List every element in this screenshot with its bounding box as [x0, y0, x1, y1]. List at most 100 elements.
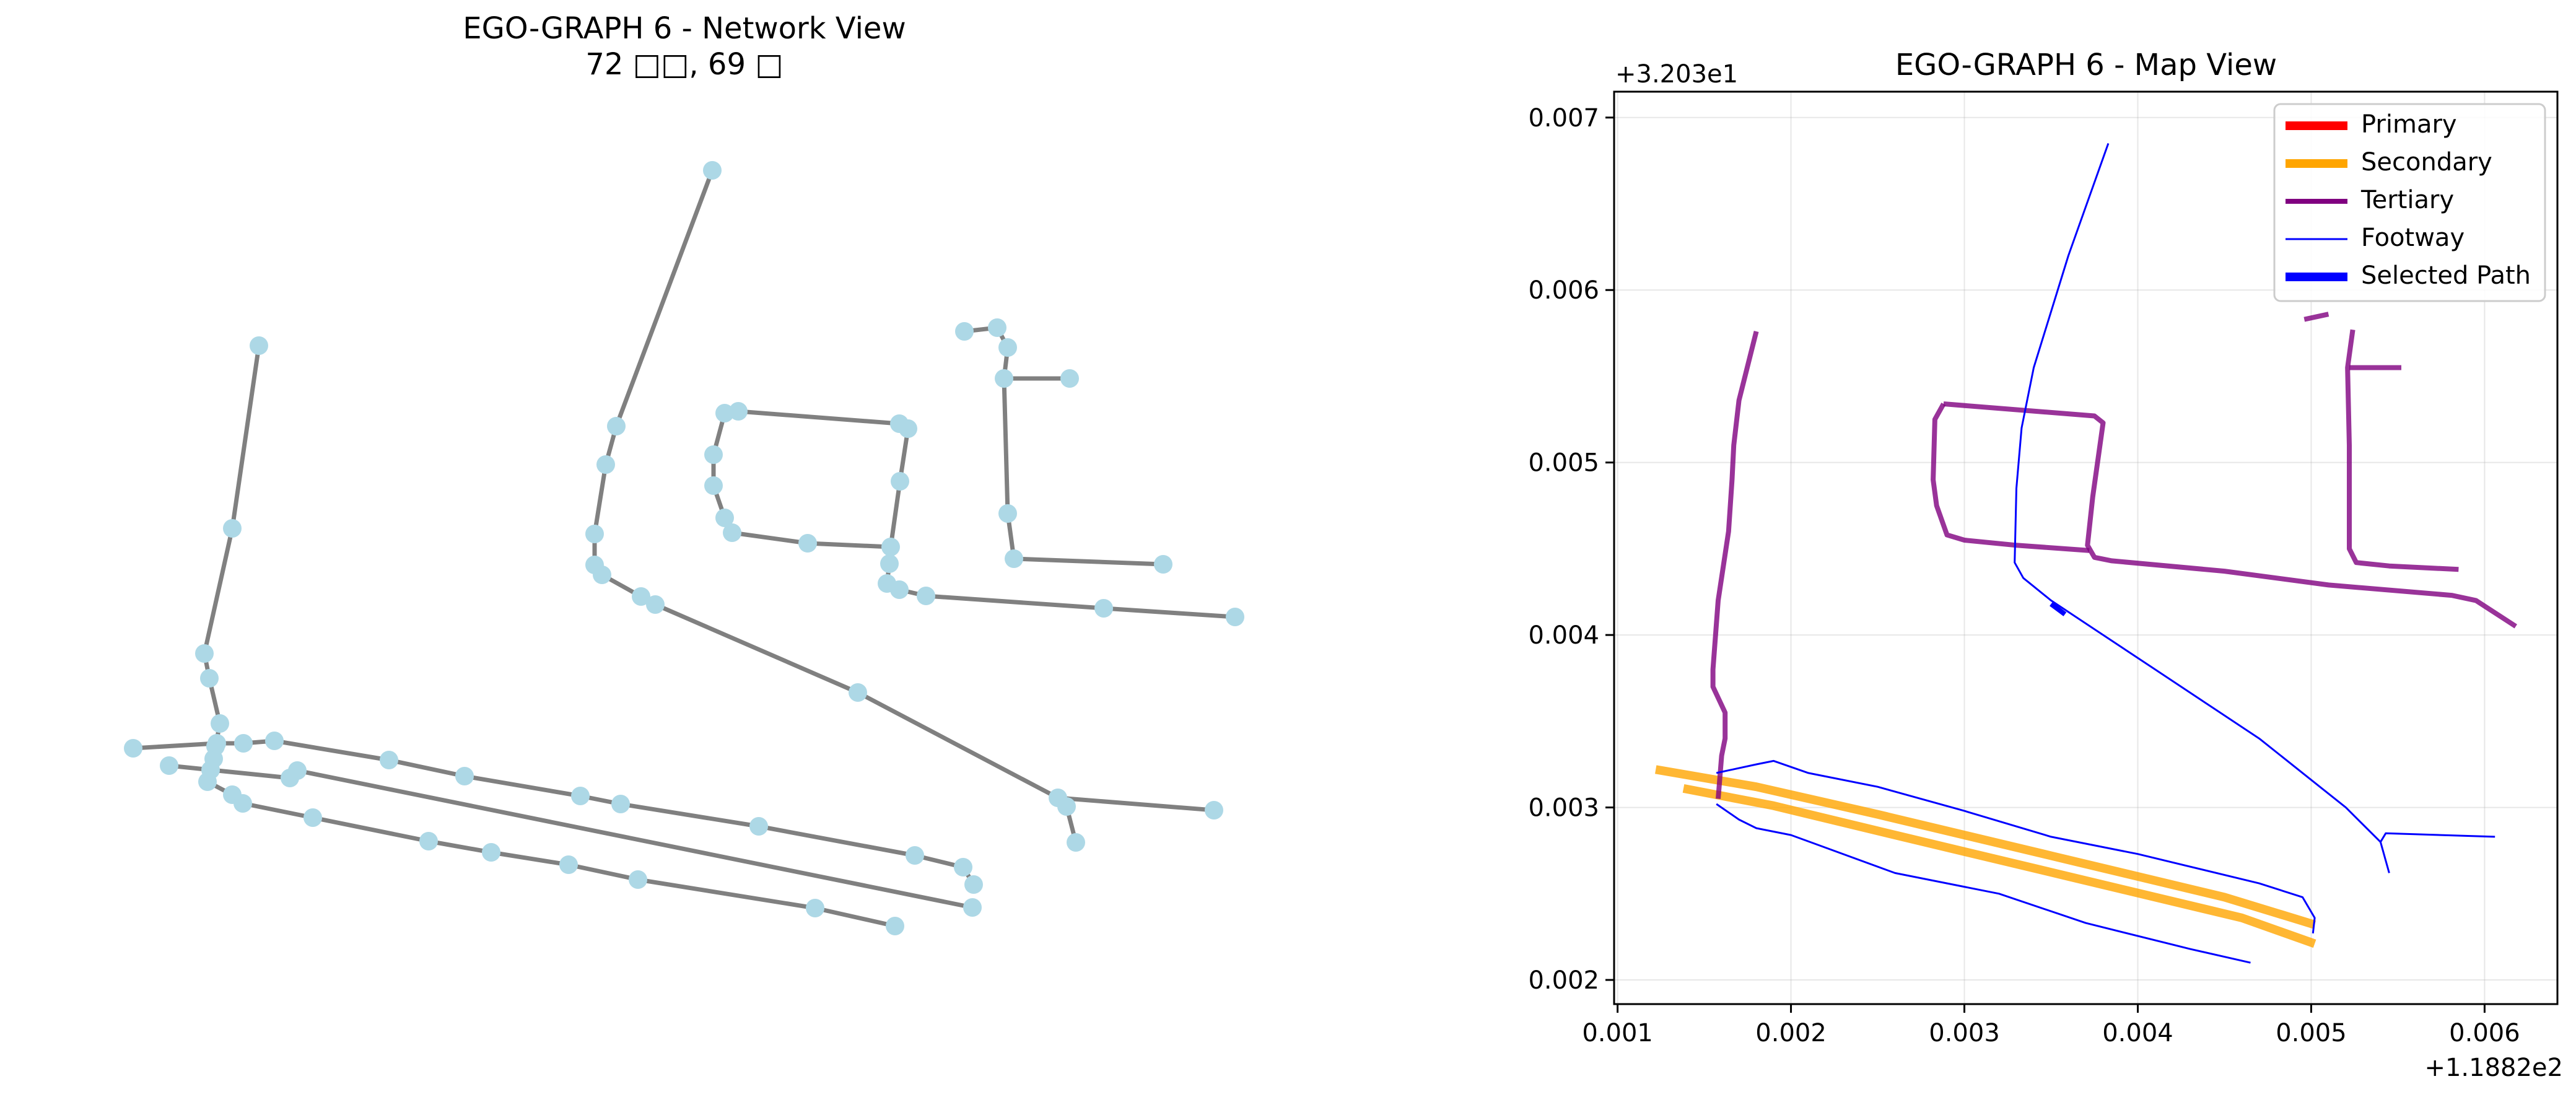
map-road-lines	[1655, 142, 2517, 964]
network-node	[1226, 608, 1244, 626]
x-tick-label: 0.002	[1755, 1019, 1827, 1047]
network-edge	[489, 850, 571, 867]
network-node	[288, 761, 307, 780]
network-node	[596, 455, 615, 474]
network-node	[703, 161, 722, 180]
network-edge	[653, 602, 860, 695]
network-node	[207, 734, 226, 753]
network-node	[559, 855, 578, 874]
legend-label: Footway	[2361, 224, 2465, 252]
network-edge	[230, 343, 261, 531]
network-edge	[272, 738, 391, 763]
network-edge	[202, 526, 235, 656]
network-node	[455, 767, 474, 785]
secondary-road-line	[1682, 784, 2316, 948]
network-node	[886, 917, 904, 935]
network-node	[1205, 801, 1223, 819]
network-node	[629, 870, 647, 889]
network-node	[749, 817, 768, 836]
x-tick-label: 0.005	[2276, 1019, 2347, 1047]
network-edge	[386, 758, 467, 779]
y-tick-label: 0.004	[1528, 621, 1599, 650]
network-node	[380, 751, 398, 769]
network-node	[881, 538, 900, 556]
footway-road-line	[2014, 142, 2495, 843]
network-edge	[888, 479, 902, 549]
network-edge	[855, 690, 1060, 800]
y-tick-label: 0.002	[1528, 966, 1599, 995]
network-node	[880, 554, 899, 573]
network-node	[195, 644, 214, 663]
network-node	[1005, 549, 1023, 568]
network-node	[1067, 833, 1085, 852]
network-node	[234, 734, 253, 753]
legend-box	[2273, 103, 2546, 302]
network-node	[988, 318, 1006, 337]
network-node	[611, 795, 630, 813]
network-node	[715, 404, 734, 422]
network-node	[998, 504, 1017, 523]
network-view-panel: EGO-GRAPH 6 - Network View 72 □□, 69 □	[124, 11, 1244, 935]
map-legend: Primary Secondary Tertiary Footway Selected …	[2273, 103, 2546, 302]
network-node	[265, 732, 284, 750]
network-edge	[1011, 556, 1166, 567]
map-y-ticks: 0.002 0.003 0.004 0.005 0.006 0.007	[1528, 104, 1614, 995]
y-tick-label: 0.007	[1528, 104, 1599, 133]
tertiary-road-line	[1943, 401, 2517, 629]
network-node	[303, 808, 322, 827]
secondary-road-line	[1655, 765, 2316, 929]
network-edge	[736, 409, 902, 426]
footway-road-line	[1716, 803, 2251, 964]
network-edge	[813, 906, 897, 929]
network-node	[998, 338, 1017, 357]
network-edge	[635, 877, 818, 911]
network-node	[646, 595, 665, 614]
network-node	[890, 580, 909, 599]
x-tick-label: 0.006	[2449, 1019, 2520, 1047]
network-node	[223, 519, 242, 538]
x-tick-label: 0.004	[2102, 1019, 2173, 1047]
network-title-line-2: 72 □□, 69 □	[585, 47, 783, 82]
network-node	[198, 772, 217, 791]
network-edge	[310, 815, 431, 844]
map-view-panel: EGO-GRAPH 6 - Map View +3.203e1 +1.1882e…	[1528, 48, 2563, 1082]
network-node	[964, 875, 983, 894]
network-node	[419, 832, 438, 850]
network-edge	[923, 593, 1106, 611]
network-node	[917, 587, 935, 605]
network-node	[160, 756, 178, 775]
y-tick-label: 0.003	[1528, 794, 1599, 823]
network-nodes	[124, 161, 1244, 935]
x-tick-label: 0.001	[1582, 1019, 1653, 1047]
network-node	[593, 566, 611, 584]
map-plot-area	[1655, 142, 2517, 964]
network-node	[729, 402, 748, 421]
network-edge	[462, 774, 583, 798]
selected-path-line	[2050, 601, 2067, 616]
network-node	[849, 683, 867, 702]
network-node	[1057, 797, 1076, 816]
map-axes-frame	[1613, 90, 2559, 1005]
network-node	[963, 898, 982, 917]
y-axis-offset-label: +3.203e1	[1615, 60, 1738, 89]
network-node	[806, 899, 824, 917]
tertiary-road-line	[2303, 312, 2329, 322]
network-node	[995, 369, 1013, 388]
network-node	[955, 322, 974, 341]
network-edge	[131, 741, 219, 751]
network-node	[211, 714, 229, 733]
network-node	[704, 476, 723, 495]
map-x-ticks: 0.001 0.002 0.003 0.004 0.005 0.006	[1582, 1004, 2520, 1047]
network-edge	[614, 168, 715, 429]
network-node	[954, 858, 972, 876]
network-node	[798, 534, 817, 553]
network-node	[571, 787, 590, 805]
network-node	[585, 525, 604, 543]
network-edge	[592, 462, 608, 536]
network-node	[1154, 555, 1172, 574]
network-edge	[295, 768, 975, 910]
network-node	[723, 523, 741, 542]
network-title-line-1: EGO-GRAPH 6 - Network View	[463, 11, 906, 46]
